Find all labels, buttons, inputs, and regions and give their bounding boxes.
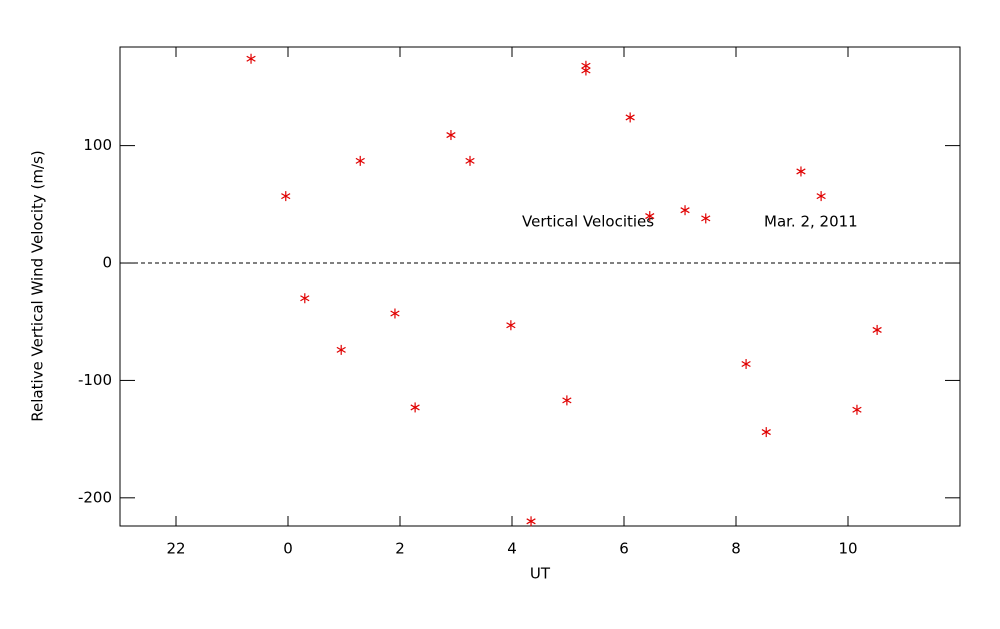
- point-stroke: [390, 310, 400, 317]
- point: [680, 205, 690, 216]
- point-stroke: [465, 157, 475, 164]
- point: [625, 112, 635, 123]
- point-stroke: [355, 157, 365, 164]
- point: [526, 516, 536, 527]
- x-tick-label: 10: [838, 540, 857, 558]
- point-stroke: [336, 346, 346, 353]
- point-stroke: [872, 326, 882, 333]
- point-stroke: [625, 114, 635, 121]
- point: [246, 53, 256, 64]
- x-axis-label: UT: [530, 565, 551, 583]
- point-stroke: [300, 295, 310, 302]
- point-stroke: [246, 55, 256, 62]
- point-stroke: [701, 215, 711, 222]
- point: [872, 324, 882, 335]
- point-stroke: [506, 322, 516, 329]
- annotation: Mar. 2, 2011: [764, 213, 858, 231]
- point-stroke: [816, 193, 826, 200]
- point: [816, 191, 826, 202]
- y-tick-label: -100: [78, 371, 112, 389]
- point-stroke: [852, 406, 862, 413]
- point-stroke: [741, 360, 751, 368]
- point-stroke: [410, 404, 420, 411]
- plot-frame: [119, 46, 961, 527]
- point: [355, 155, 365, 166]
- point-stroke: [796, 168, 806, 175]
- point-stroke: [761, 429, 771, 436]
- point-stroke: [581, 67, 591, 74]
- point: [281, 191, 291, 202]
- point: [390, 308, 400, 319]
- point: [410, 402, 420, 413]
- y-axis-label: Relative Vertical Wind Velocity (m/s): [29, 150, 47, 421]
- point: [506, 320, 516, 331]
- point: [581, 65, 591, 76]
- x-tick-label: 8: [731, 540, 741, 558]
- point: [701, 213, 711, 224]
- point: [645, 211, 655, 222]
- y-tick-label: 0: [102, 254, 112, 272]
- point: [761, 427, 771, 438]
- point-stroke: [645, 213, 655, 220]
- y-tick-label: 100: [83, 136, 112, 154]
- point: [796, 166, 806, 177]
- x-tick-label: 22: [166, 540, 185, 558]
- annotation: Vertical Velocities: [522, 213, 654, 231]
- x-tick-label: 0: [283, 540, 293, 558]
- point-stroke: [526, 518, 536, 525]
- point: [741, 358, 751, 369]
- point-stroke: [562, 397, 572, 404]
- point: [336, 344, 346, 355]
- point: [562, 395, 572, 406]
- point: [446, 130, 456, 141]
- point-stroke: [281, 193, 291, 200]
- point-stroke: [680, 207, 690, 214]
- y-tick-label: -200: [78, 488, 112, 506]
- x-tick-label: 6: [619, 540, 629, 558]
- point: [852, 404, 862, 415]
- x-tick-label: 4: [507, 540, 517, 558]
- point: [300, 293, 310, 304]
- point-stroke: [446, 132, 456, 139]
- x-tick-label: 2: [395, 540, 405, 558]
- point: [465, 155, 475, 166]
